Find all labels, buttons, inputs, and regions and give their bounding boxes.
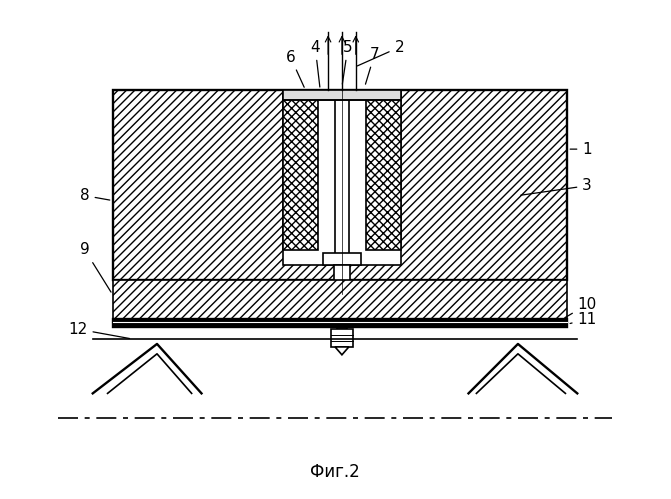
Bar: [282, 90, 401, 265]
Bar: [113, 279, 568, 319]
Bar: [337, 307, 347, 329]
Text: 10: 10: [565, 297, 597, 318]
Text: 2: 2: [358, 40, 404, 66]
Text: 6: 6: [286, 50, 304, 87]
Text: 4: 4: [311, 40, 320, 87]
Bar: [334, 265, 350, 307]
Text: 7: 7: [366, 47, 379, 84]
Text: 8: 8: [80, 188, 110, 203]
Polygon shape: [335, 347, 349, 355]
Bar: [282, 94, 318, 250]
Text: 9: 9: [80, 243, 111, 292]
Bar: [323, 253, 361, 265]
Bar: [282, 90, 401, 100]
Text: 5: 5: [342, 40, 353, 84]
Bar: [366, 94, 401, 250]
Bar: [331, 329, 353, 347]
Text: 12: 12: [68, 321, 130, 338]
Text: 1: 1: [570, 142, 592, 157]
Bar: [113, 319, 568, 327]
Text: 11: 11: [570, 312, 597, 327]
Bar: [335, 90, 349, 289]
Text: 3: 3: [521, 178, 592, 195]
Bar: [113, 90, 568, 279]
Text: Фиг.2: Фиг.2: [310, 464, 360, 482]
